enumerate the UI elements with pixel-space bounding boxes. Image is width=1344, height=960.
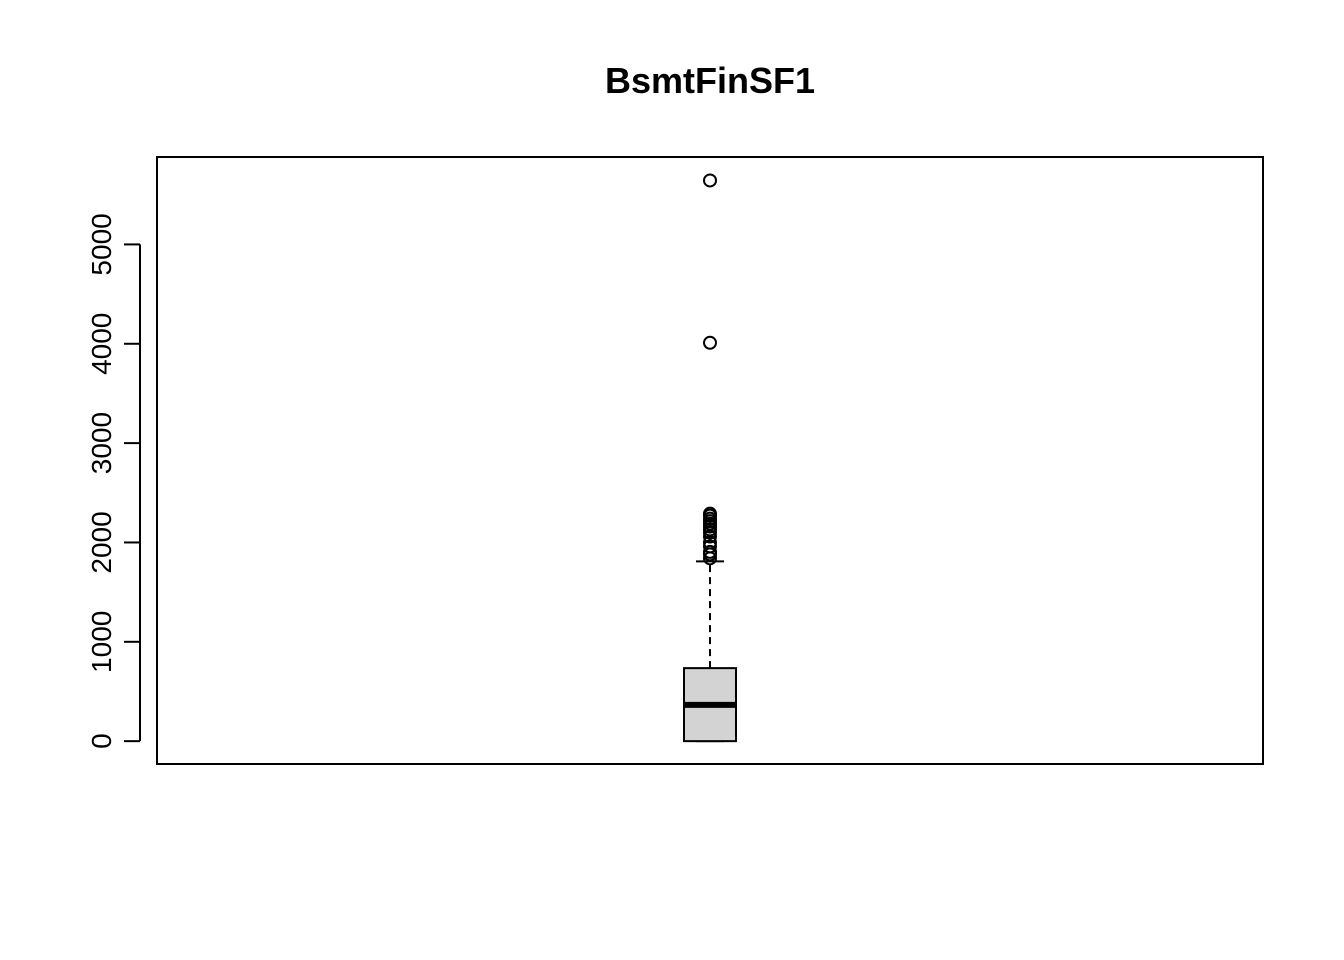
outlier-point bbox=[703, 335, 717, 350]
y-tick-label: 0 bbox=[86, 733, 117, 749]
outlier-point bbox=[703, 506, 717, 521]
outlier-point bbox=[703, 544, 717, 559]
box-group bbox=[683, 560, 737, 743]
y-tick-label: 3000 bbox=[86, 412, 117, 474]
chart-title: BsmtFinSF1 bbox=[605, 60, 815, 101]
outlier-point bbox=[703, 173, 717, 188]
y-tick-label: 5000 bbox=[86, 213, 117, 275]
y-axis: 0 1000 2000 3000 4000 5000 bbox=[86, 213, 141, 749]
y-tick-label: 4000 bbox=[86, 313, 117, 375]
y-tick-label: 1000 bbox=[86, 611, 117, 673]
plot-frame bbox=[156, 156, 1264, 765]
outliers-group bbox=[703, 173, 717, 566]
outlier-point bbox=[703, 539, 717, 554]
y-tick-label: 2000 bbox=[86, 511, 117, 573]
